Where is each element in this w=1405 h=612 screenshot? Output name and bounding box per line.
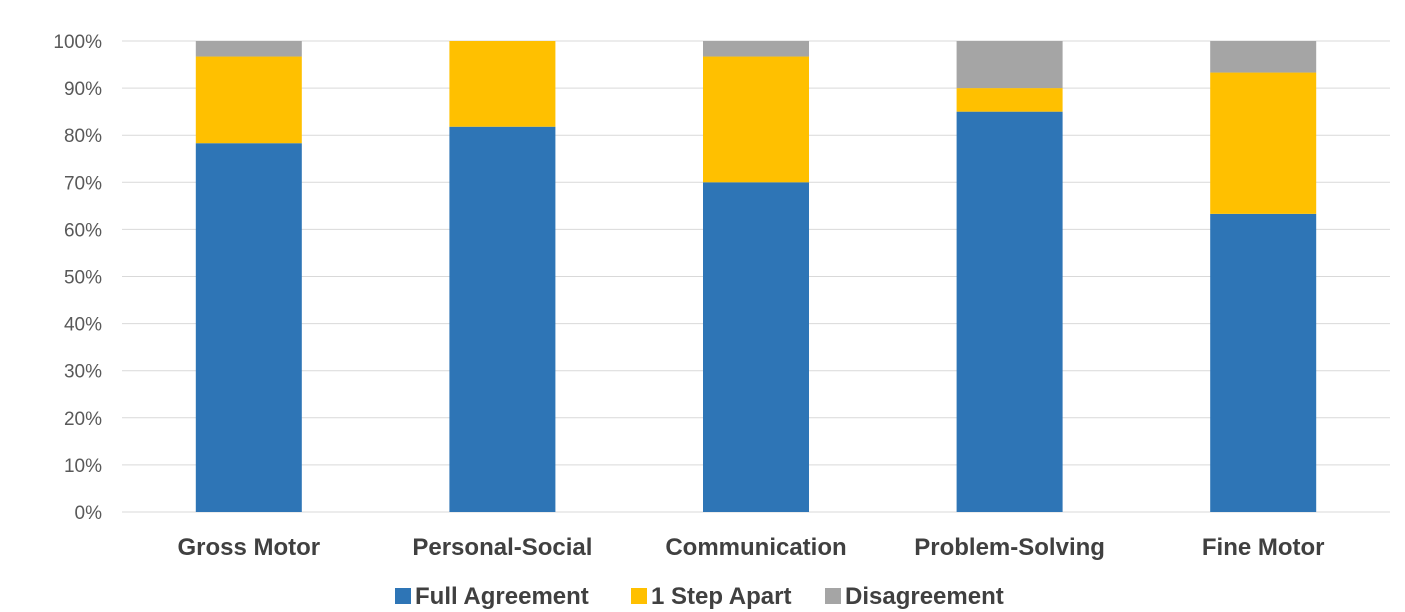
y-tick-label: 80%: [64, 126, 102, 147]
bar-segment: [195, 56, 302, 144]
x-tick-label: Problem-Solving: [914, 534, 1105, 561]
legend-label: Disagreement: [845, 583, 1004, 610]
bar-segment: [1210, 41, 1317, 73]
y-axis-ticks: 0% 10% 20% 30% 40% 50% 60% 70% 80% 90% 100%: [53, 32, 102, 524]
x-tick-label: Communication: [665, 534, 846, 561]
x-tick-label: Personal-Social: [412, 534, 592, 561]
bar-segment: [195, 41, 302, 57]
bar-segment: [449, 41, 556, 127]
y-tick-label: 50%: [64, 268, 102, 289]
y-tick-label: 70%: [64, 173, 102, 194]
bar-segment: [195, 143, 302, 512]
bar-segment: [703, 182, 809, 513]
legend: Full Agreement 1 Step Apart Disagreement: [395, 583, 1004, 610]
x-tick-label: Fine Motor: [1202, 534, 1325, 561]
bar-segment: [1210, 213, 1317, 512]
legend-swatch: [825, 588, 841, 604]
y-tick-label: 20%: [64, 409, 102, 430]
y-tick-label: 60%: [64, 220, 102, 241]
bar-segment: [703, 41, 809, 57]
y-tick-label: 0%: [75, 503, 103, 524]
y-tick-label: 90%: [64, 79, 102, 100]
y-tick-label: 10%: [64, 456, 102, 477]
y-tick-label: 100%: [53, 32, 102, 53]
y-tick-label: 40%: [64, 315, 102, 336]
x-axis-labels: Gross Motor Personal-Social Communication P…: [177, 534, 1324, 561]
bar-segment: [1210, 72, 1317, 214]
legend-swatch: [395, 588, 411, 604]
bar-segment: [703, 56, 809, 183]
y-tick-label: 30%: [64, 362, 102, 383]
bar-segment: [449, 126, 556, 513]
bar-segment: [956, 41, 1063, 89]
bars: [195, 41, 1317, 513]
legend-label: 1 Step Apart: [651, 583, 791, 610]
bar-segment: [956, 88, 1063, 112]
bar-segment: [956, 111, 1063, 513]
legend-swatch: [631, 588, 647, 604]
x-tick-label: Gross Motor: [177, 534, 320, 561]
legend-label: Full Agreement: [415, 583, 589, 610]
